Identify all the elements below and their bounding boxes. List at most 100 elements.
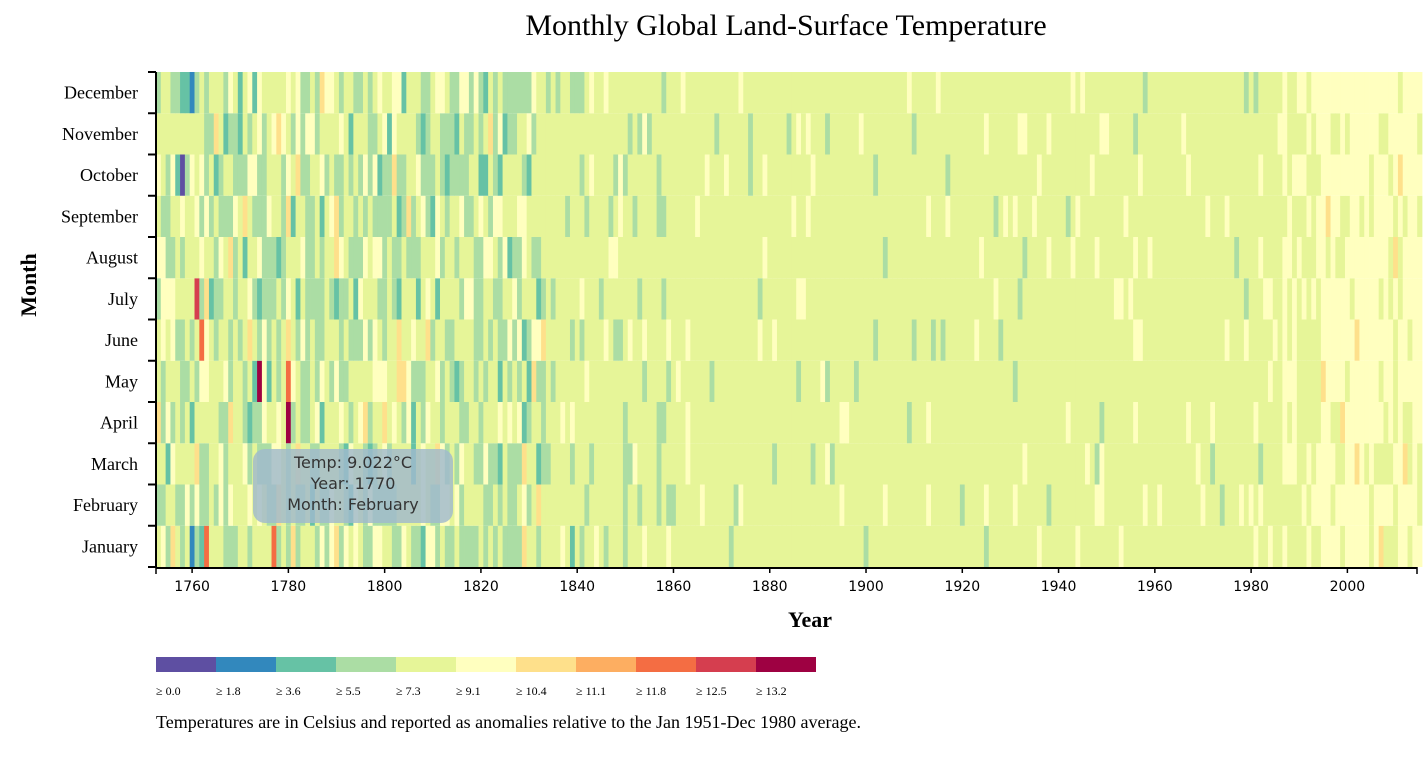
heatmap-cell[interactable] xyxy=(613,402,619,444)
heatmap-cell[interactable] xyxy=(247,237,253,279)
heatmap-cell[interactable] xyxy=(1215,360,1221,402)
heatmap-cell[interactable] xyxy=(1316,278,1322,320)
heatmap-cell[interactable] xyxy=(699,360,706,402)
heatmap-cell[interactable] xyxy=(594,195,600,237)
heatmap-cell[interactable] xyxy=(598,484,605,526)
heatmap-cell[interactable] xyxy=(334,360,340,402)
heatmap-cell[interactable] xyxy=(945,237,951,279)
heatmap-cell[interactable] xyxy=(295,113,301,155)
heatmap-cell[interactable] xyxy=(748,319,754,361)
heatmap-cell[interactable] xyxy=(786,195,792,237)
heatmap-cell[interactable] xyxy=(699,195,706,237)
heatmap-cell[interactable] xyxy=(550,319,556,361)
heatmap-cell[interactable] xyxy=(921,195,927,237)
heatmap-cell[interactable] xyxy=(1094,360,1100,402)
heatmap-cell[interactable] xyxy=(613,319,619,361)
heatmap-cell[interactable] xyxy=(565,402,571,444)
heatmap-cell[interactable] xyxy=(1378,113,1384,155)
heatmap-cell[interactable] xyxy=(834,154,840,196)
heatmap-cell[interactable] xyxy=(796,402,802,444)
heatmap-cell[interactable] xyxy=(603,237,609,279)
heatmap-cell[interactable] xyxy=(1277,195,1283,237)
heatmap-cell[interactable] xyxy=(1402,154,1408,196)
heatmap-cell[interactable] xyxy=(247,154,253,196)
heatmap-cell[interactable] xyxy=(1243,154,1250,196)
heatmap-cell[interactable] xyxy=(926,278,932,320)
heatmap-cell[interactable] xyxy=(1162,360,1168,402)
heatmap-cell[interactable] xyxy=(1229,360,1235,402)
heatmap-cell[interactable] xyxy=(565,484,571,526)
heatmap-cell[interactable] xyxy=(1344,113,1351,155)
heatmap-cell[interactable] xyxy=(497,319,503,361)
heatmap-cell[interactable] xyxy=(776,525,783,567)
heatmap-cell[interactable] xyxy=(897,360,903,402)
heatmap-cell[interactable] xyxy=(1089,72,1096,114)
heatmap-cell[interactable] xyxy=(743,443,749,485)
heatmap-cell[interactable] xyxy=(1378,195,1384,237)
heatmap-cell[interactable] xyxy=(464,154,470,196)
heatmap-cell[interactable] xyxy=(497,278,503,320)
heatmap-cell[interactable] xyxy=(1412,113,1418,155)
heatmap-cell[interactable] xyxy=(310,154,316,196)
heatmap-cell[interactable] xyxy=(1407,278,1413,320)
heatmap-cell[interactable] xyxy=(160,154,167,196)
heatmap-cell[interactable] xyxy=(1369,525,1375,567)
heatmap-cell[interactable] xyxy=(632,113,638,155)
heatmap-cell[interactable] xyxy=(271,237,277,279)
heatmap-cell[interactable] xyxy=(1085,525,1091,567)
heatmap-cell[interactable] xyxy=(1239,195,1245,237)
heatmap-cell[interactable] xyxy=(233,484,239,526)
heatmap-cell[interactable] xyxy=(878,195,884,237)
heatmap-cell[interactable] xyxy=(622,113,629,155)
heatmap-cell[interactable] xyxy=(738,525,744,567)
heatmap-cell[interactable] xyxy=(233,278,239,320)
heatmap-cell[interactable] xyxy=(329,154,335,196)
heatmap-cell[interactable] xyxy=(574,484,580,526)
heatmap-cell[interactable] xyxy=(752,360,759,402)
heatmap-cell[interactable] xyxy=(1085,319,1091,361)
heatmap-cell[interactable] xyxy=(247,113,253,155)
heatmap-cell[interactable] xyxy=(656,154,662,196)
heatmap-cell[interactable] xyxy=(242,72,248,114)
heatmap-cell[interactable] xyxy=(1340,72,1346,114)
heatmap-cell[interactable] xyxy=(974,319,980,361)
heatmap-cell[interactable] xyxy=(199,360,205,402)
heatmap-cell[interactable] xyxy=(589,319,595,361)
heatmap-cell[interactable] xyxy=(853,278,860,320)
heatmap-cell[interactable] xyxy=(897,237,903,279)
heatmap-cell[interactable] xyxy=(902,484,908,526)
heatmap-cell[interactable] xyxy=(228,443,234,485)
heatmap-cell[interactable] xyxy=(589,443,595,485)
heatmap-cell[interactable] xyxy=(1417,154,1423,196)
heatmap-cell[interactable] xyxy=(690,72,696,114)
heatmap-cell[interactable] xyxy=(1118,195,1124,237)
heatmap-cell[interactable] xyxy=(642,237,648,279)
heatmap-cell[interactable] xyxy=(579,72,585,114)
heatmap-cell[interactable] xyxy=(1267,443,1274,485)
heatmap-cell[interactable] xyxy=(1027,72,1033,114)
heatmap-cell[interactable] xyxy=(1142,484,1149,526)
heatmap-cell[interactable] xyxy=(208,319,215,361)
heatmap-cell[interactable] xyxy=(1075,360,1081,402)
heatmap-cell[interactable] xyxy=(257,237,263,279)
heatmap-cell[interactable] xyxy=(1335,72,1341,114)
heatmap-cell[interactable] xyxy=(656,237,662,279)
heatmap-cell[interactable] xyxy=(1373,195,1380,237)
heatmap-cell[interactable] xyxy=(955,484,961,526)
heatmap-cell[interactable] xyxy=(642,402,648,444)
heatmap-cell[interactable] xyxy=(940,113,946,155)
heatmap-cell[interactable] xyxy=(579,278,585,320)
heatmap-cell[interactable] xyxy=(906,360,913,402)
heatmap-cell[interactable] xyxy=(916,278,922,320)
heatmap-cell[interactable] xyxy=(536,402,542,444)
heatmap-cell[interactable] xyxy=(430,402,436,444)
heatmap-cell[interactable] xyxy=(781,360,787,402)
heatmap-cell[interactable] xyxy=(1402,195,1408,237)
heatmap-cell[interactable] xyxy=(584,525,590,567)
heatmap-cell[interactable] xyxy=(1248,484,1254,526)
heatmap-cell[interactable] xyxy=(213,443,219,485)
heatmap-cell[interactable] xyxy=(1296,154,1303,196)
heatmap-cell[interactable] xyxy=(988,278,994,320)
heatmap-cell[interactable] xyxy=(772,72,778,114)
heatmap-cell[interactable] xyxy=(993,113,999,155)
